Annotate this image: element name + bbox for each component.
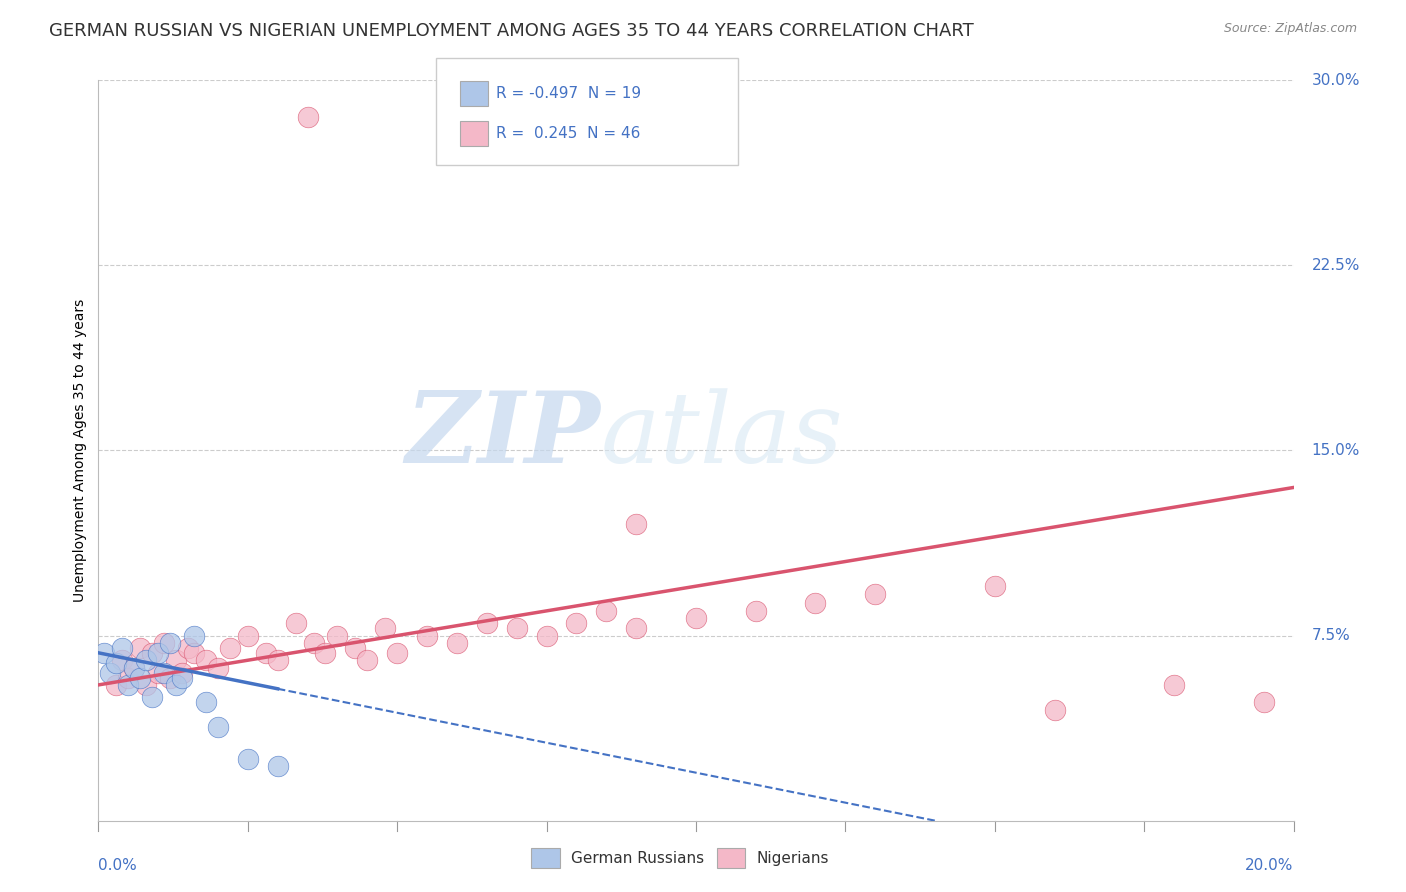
Point bbox=[219, 640, 242, 655]
Point bbox=[267, 653, 290, 667]
Point bbox=[267, 759, 290, 773]
Point bbox=[159, 636, 181, 650]
Point bbox=[195, 653, 218, 667]
Point bbox=[153, 636, 176, 650]
Text: atlas: atlas bbox=[600, 388, 844, 483]
Point bbox=[626, 517, 648, 532]
Point bbox=[195, 695, 218, 709]
Point bbox=[302, 636, 325, 650]
Point bbox=[416, 628, 439, 642]
Text: 15.0%: 15.0% bbox=[1312, 443, 1360, 458]
Point bbox=[129, 640, 152, 655]
Point bbox=[236, 752, 259, 766]
Point bbox=[105, 678, 128, 692]
Point bbox=[374, 621, 396, 635]
Text: Source: ZipAtlas.com: Source: ZipAtlas.com bbox=[1223, 22, 1357, 36]
Point bbox=[98, 665, 122, 680]
Point bbox=[117, 678, 139, 692]
Text: 7.5%: 7.5% bbox=[1312, 628, 1350, 643]
Point bbox=[207, 660, 229, 674]
Text: 20.0%: 20.0% bbox=[1246, 858, 1294, 872]
Point bbox=[1253, 695, 1275, 709]
Text: 22.5%: 22.5% bbox=[1312, 258, 1360, 273]
Point bbox=[385, 646, 409, 660]
Point bbox=[506, 621, 529, 635]
Point bbox=[159, 671, 181, 685]
Point bbox=[148, 646, 170, 660]
Point bbox=[984, 579, 1007, 593]
Point bbox=[284, 616, 307, 631]
Point bbox=[124, 660, 146, 674]
Point bbox=[165, 653, 187, 667]
Point bbox=[135, 678, 157, 692]
Point bbox=[111, 640, 134, 655]
Point bbox=[326, 628, 349, 642]
Point bbox=[111, 653, 134, 667]
Point bbox=[1163, 678, 1185, 692]
Text: 0.0%: 0.0% bbox=[98, 858, 138, 872]
Point bbox=[356, 653, 378, 667]
Point bbox=[315, 646, 337, 660]
Text: R =  0.245  N = 46: R = 0.245 N = 46 bbox=[496, 126, 641, 141]
Point bbox=[124, 660, 146, 674]
Y-axis label: Unemployment Among Ages 35 to 44 years: Unemployment Among Ages 35 to 44 years bbox=[73, 299, 87, 602]
Point bbox=[183, 628, 205, 642]
Point bbox=[183, 646, 205, 660]
Point bbox=[595, 604, 617, 618]
Point bbox=[865, 586, 887, 600]
Point bbox=[129, 671, 152, 685]
Point bbox=[177, 640, 200, 655]
Text: Nigerians: Nigerians bbox=[756, 851, 830, 865]
Text: GERMAN RUSSIAN VS NIGERIAN UNEMPLOYMENT AMONG AGES 35 TO 44 YEARS CORRELATION CH: GERMAN RUSSIAN VS NIGERIAN UNEMPLOYMENT … bbox=[49, 22, 974, 40]
Point bbox=[626, 621, 648, 635]
Point bbox=[105, 656, 128, 670]
Point bbox=[172, 665, 194, 680]
Point bbox=[172, 671, 194, 685]
Point bbox=[446, 636, 468, 650]
Point bbox=[565, 616, 588, 631]
Point bbox=[135, 653, 157, 667]
Point bbox=[207, 720, 229, 734]
Text: German Russians: German Russians bbox=[571, 851, 704, 865]
Point bbox=[536, 628, 558, 642]
Point bbox=[117, 671, 139, 685]
Point bbox=[297, 111, 319, 125]
Point bbox=[236, 628, 259, 642]
Point bbox=[153, 665, 176, 680]
Point bbox=[475, 616, 498, 631]
Text: ZIP: ZIP bbox=[405, 387, 600, 483]
Point bbox=[165, 678, 187, 692]
Point bbox=[685, 611, 707, 625]
Text: 30.0%: 30.0% bbox=[1312, 73, 1360, 87]
Point bbox=[745, 604, 768, 618]
Point bbox=[148, 665, 170, 680]
Point bbox=[1043, 703, 1066, 717]
Point bbox=[141, 690, 163, 705]
Text: R = -0.497  N = 19: R = -0.497 N = 19 bbox=[496, 87, 641, 102]
Point bbox=[804, 597, 827, 611]
Point bbox=[344, 640, 367, 655]
Point bbox=[93, 646, 115, 660]
Point bbox=[141, 646, 163, 660]
Point bbox=[254, 646, 277, 660]
